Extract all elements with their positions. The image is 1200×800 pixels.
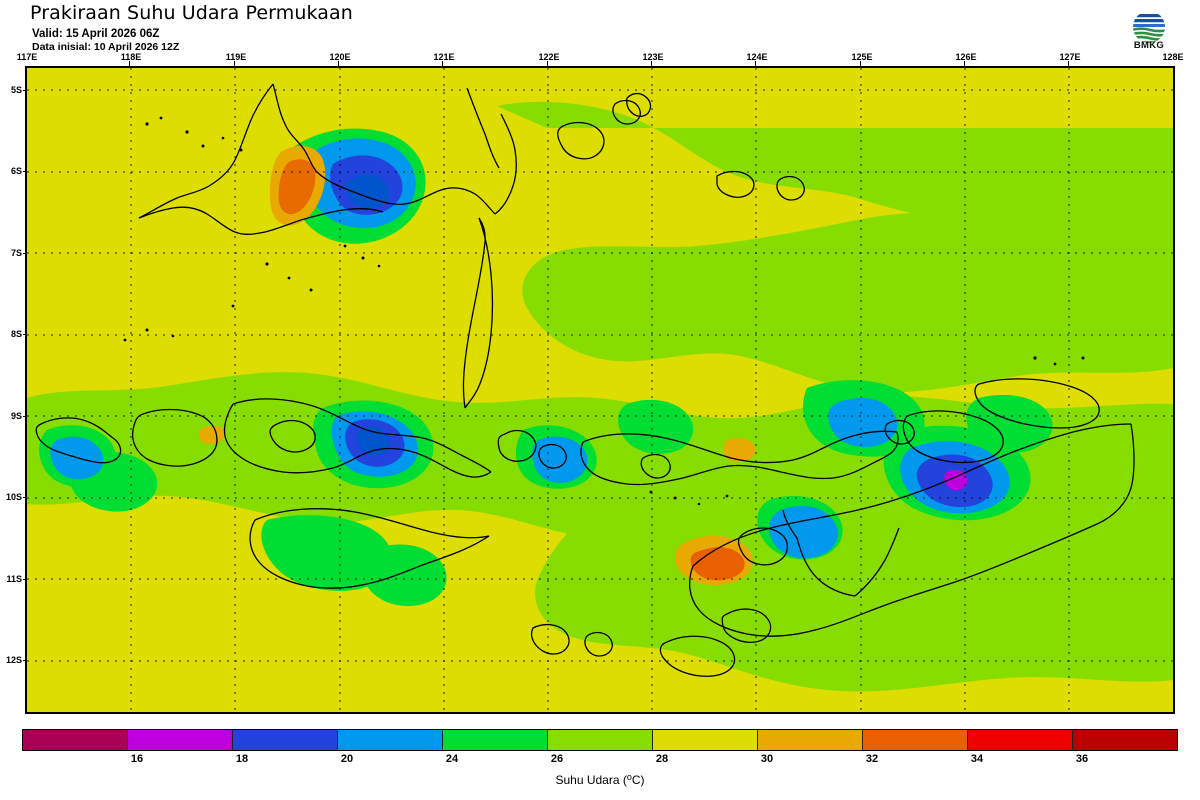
temperature-map[interactable]: Sumber Data: WRF - CIPS BMKG Pusat Meteo… bbox=[25, 66, 1175, 714]
x-tick-label: 117E bbox=[16, 52, 38, 62]
x-tick bbox=[860, 61, 861, 66]
x-tick-label: 127E bbox=[1059, 52, 1081, 62]
bmkg-globe-logo-icon bbox=[1133, 11, 1165, 43]
x-tick bbox=[964, 61, 965, 66]
colorbar-tick-label: 32 bbox=[865, 753, 879, 765]
band-32-34 bbox=[278, 159, 745, 581]
y-tick-label: 5S bbox=[10, 85, 22, 95]
y-tick bbox=[23, 497, 27, 498]
colorbar-segment bbox=[338, 730, 443, 750]
colorbar-segment bbox=[548, 730, 653, 750]
colorbar-segment bbox=[233, 730, 338, 750]
colorbar-segment bbox=[968, 730, 1073, 750]
x-tick-label: 119E bbox=[225, 52, 247, 62]
y-tick bbox=[23, 171, 27, 172]
temperature-contour-plot bbox=[27, 68, 1173, 712]
x-tick-label: 124E bbox=[746, 52, 768, 62]
colorbar-tick-label: 34 bbox=[970, 753, 984, 765]
coastlines bbox=[35, 83, 1135, 677]
colorbar-title-tail: C) bbox=[631, 773, 645, 788]
y-tick-label: 12S bbox=[5, 655, 22, 665]
x-tick bbox=[755, 61, 756, 66]
band-16-18-core bbox=[944, 470, 968, 491]
y-tick-label: 9S bbox=[10, 411, 22, 421]
colorbar-tick-label: 26 bbox=[550, 753, 564, 765]
header: Prakiraan Suhu Udara Permukaan Valid: 15… bbox=[0, 0, 1200, 56]
colorbar-segment bbox=[443, 730, 548, 750]
graticule bbox=[27, 68, 1173, 712]
degree-symbol: o bbox=[626, 772, 632, 782]
y-tick bbox=[23, 416, 27, 417]
colorbar-segment bbox=[653, 730, 758, 750]
colorbar-strip[interactable] bbox=[22, 729, 1178, 751]
colorbar-tick-label: 18 bbox=[235, 753, 249, 765]
x-tick bbox=[547, 61, 548, 66]
colorbar-tick-label: 30 bbox=[760, 753, 774, 765]
colorbar-segment bbox=[128, 730, 233, 750]
colorbar-tick-label: 28 bbox=[655, 753, 669, 765]
x-tick bbox=[234, 61, 235, 66]
x-tick bbox=[1068, 61, 1069, 66]
x-tick-label: 123E bbox=[642, 52, 664, 62]
x-tick-label: 120E bbox=[329, 52, 351, 62]
page-title: Prakiraan Suhu Udara Permukaan bbox=[30, 2, 353, 24]
x-tick bbox=[442, 61, 443, 66]
y-tick-label: 10S bbox=[5, 492, 22, 502]
y-tick bbox=[23, 253, 27, 254]
x-tick bbox=[129, 61, 130, 66]
x-tick-label: 126E bbox=[955, 52, 977, 62]
colorbar-title-text: Suhu Udara ( bbox=[555, 773, 627, 788]
band-26-28 bbox=[27, 101, 1173, 692]
x-tick-label: 122E bbox=[538, 52, 560, 62]
x-tick bbox=[651, 61, 652, 66]
logo-label: BMKG bbox=[1133, 40, 1165, 51]
colorbar-tick-label: 16 bbox=[130, 753, 144, 765]
y-tick bbox=[23, 660, 27, 661]
x-tick bbox=[338, 61, 339, 66]
colorbar-tick-label: 24 bbox=[445, 753, 459, 765]
colorbar-title: Suhu Udara (oC) bbox=[0, 772, 1200, 787]
colorbar-segment bbox=[863, 730, 968, 750]
colorbar-tick-label: 20 bbox=[340, 753, 354, 765]
init-time-label: Data inisial: 10 April 2026 12Z bbox=[32, 41, 180, 53]
y-tick-label: 6S bbox=[10, 166, 22, 176]
colorbar-segment bbox=[23, 730, 128, 750]
colorbar-segment bbox=[758, 730, 863, 750]
x-tick-label: 128E bbox=[1162, 52, 1184, 62]
y-tick-label: 11S bbox=[6, 574, 22, 584]
y-tick bbox=[23, 579, 27, 580]
valid-time-label: Valid: 15 April 2026 06Z bbox=[32, 28, 160, 40]
y-tick-label: 7S bbox=[10, 248, 22, 258]
x-tick-label: 125E bbox=[851, 52, 873, 62]
colorbar-segment bbox=[1073, 730, 1177, 750]
y-tick bbox=[23, 334, 27, 335]
y-tick-label: 8S bbox=[10, 329, 22, 339]
y-tick bbox=[23, 90, 27, 91]
colorbar[interactable]: 16 18 20 24 26 28 30 32 34 36 bbox=[22, 729, 1178, 765]
x-tick-label: 118E bbox=[120, 52, 142, 62]
colorbar-tick-label: 36 bbox=[1075, 753, 1089, 765]
x-tick-label: 121E bbox=[433, 52, 455, 62]
